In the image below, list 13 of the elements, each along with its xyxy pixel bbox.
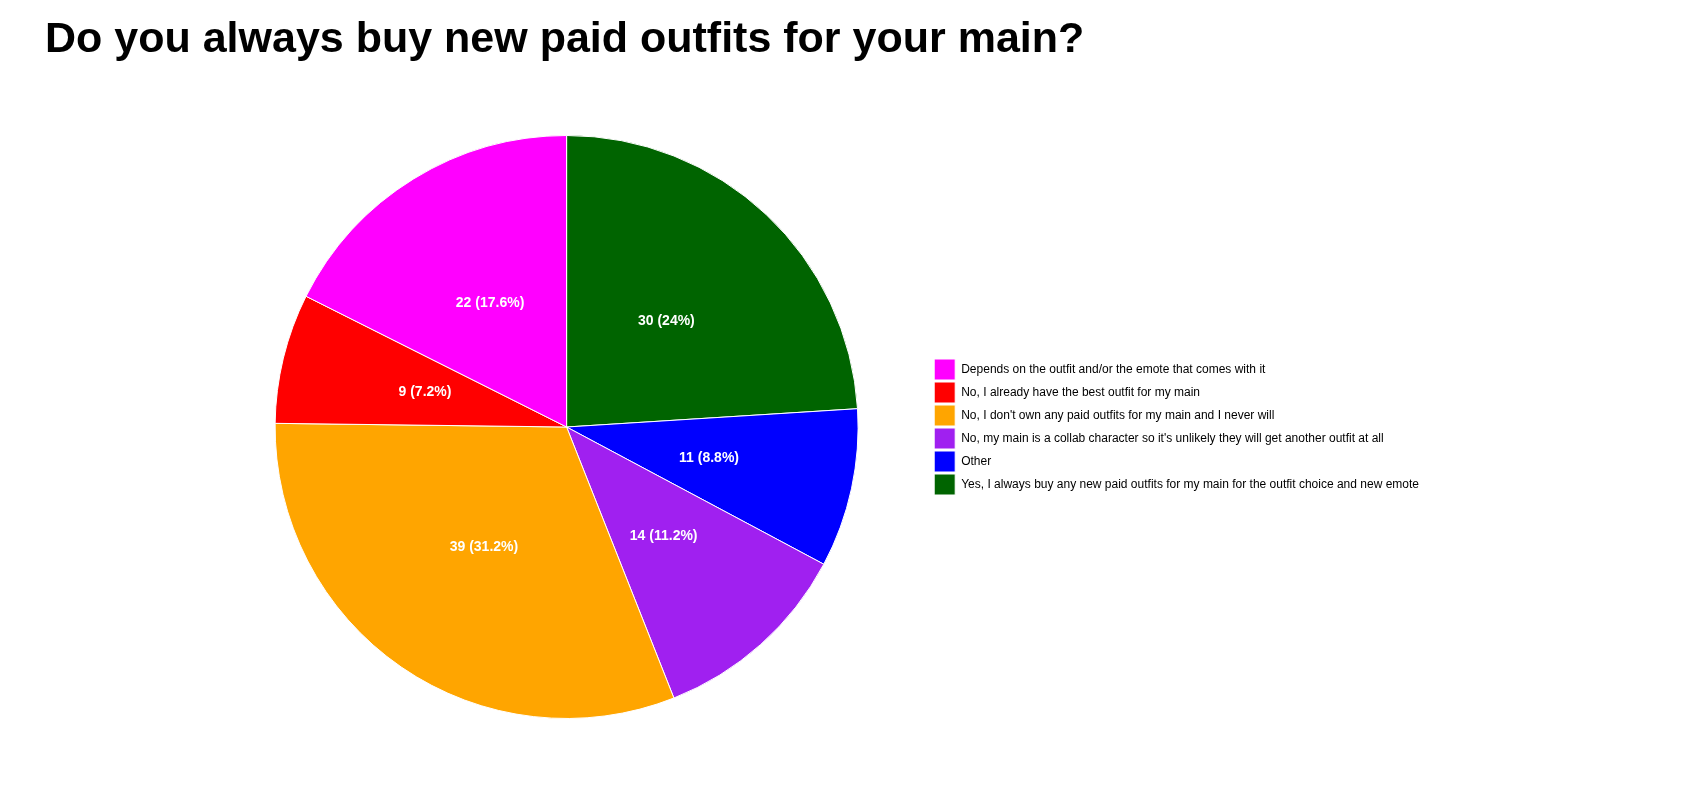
legend-label: Depends on the outfit and/or the emote that comes with it — [961, 361, 1267, 376]
legend-label: No, my main is a collab character so it's unlikely they will get another outfit at all — [961, 430, 1384, 445]
legend-label: No, I don't own any paid outfits for my main and I never will — [961, 407, 1275, 422]
data-label: 14 (11.2%) — [629, 526, 698, 543]
legend-label: Other — [961, 453, 992, 468]
legend-label: No, I already have the best outfit for my main — [961, 384, 1200, 399]
data-label: 11 (8.8%) — [679, 448, 740, 465]
data-label: 9 (7.2%) — [398, 383, 452, 400]
data-label: 22 (17.6%) — [455, 293, 525, 310]
data-label: 30 (24%) — [637, 311, 695, 328]
legend-label: Yes, I always buy any new paid outfits for my main for the outfit choice and new emote — [961, 476, 1420, 491]
chart-title: Do you always buy new paid outfits for your main? — [45, 13, 1085, 61]
data-label: 39 (31.2%) — [449, 537, 519, 554]
